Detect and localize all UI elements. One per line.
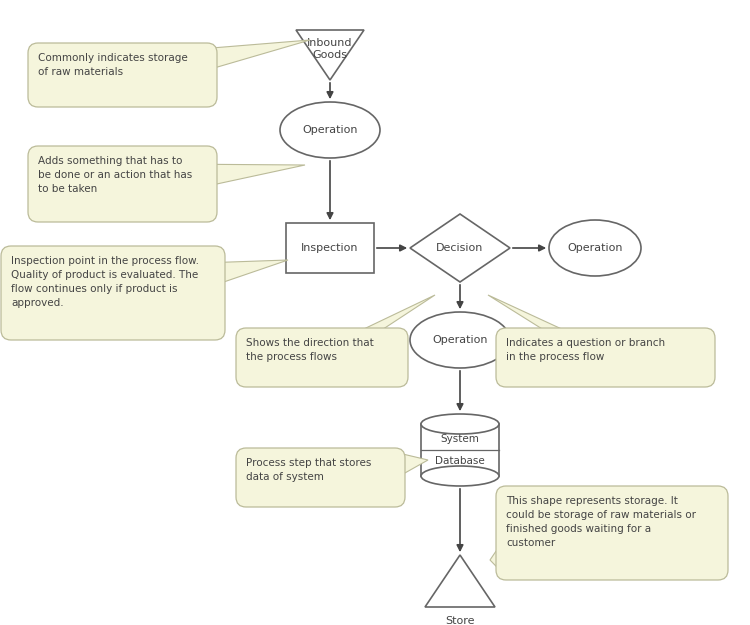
- Polygon shape: [488, 295, 564, 330]
- Text: Decision: Decision: [436, 243, 484, 253]
- Text: Inbound
Goods: Inbound Goods: [308, 38, 352, 60]
- Ellipse shape: [280, 102, 380, 158]
- Text: Inspection point in the process flow.
Quality of product is evaluated. The
flow : Inspection point in the process flow. Qu…: [11, 256, 199, 308]
- Polygon shape: [215, 164, 305, 184]
- Text: Operation: Operation: [567, 243, 622, 253]
- Text: This shape represents storage. It
could be storage of raw materials or
finished : This shape represents storage. It could …: [506, 496, 696, 548]
- Polygon shape: [362, 295, 435, 330]
- FancyBboxPatch shape: [496, 328, 715, 387]
- Polygon shape: [296, 30, 364, 80]
- Ellipse shape: [421, 414, 499, 434]
- Text: Database: Database: [435, 456, 484, 466]
- Text: Shows the direction that
the process flows: Shows the direction that the process flo…: [246, 338, 374, 362]
- FancyBboxPatch shape: [286, 223, 374, 273]
- FancyBboxPatch shape: [236, 448, 405, 507]
- FancyBboxPatch shape: [421, 424, 499, 476]
- Polygon shape: [223, 260, 288, 282]
- Text: Process step that stores
data of system: Process step that stores data of system: [246, 458, 371, 482]
- FancyBboxPatch shape: [28, 146, 217, 222]
- Polygon shape: [425, 555, 495, 607]
- Text: Operation: Operation: [302, 125, 358, 135]
- FancyBboxPatch shape: [496, 486, 728, 580]
- FancyBboxPatch shape: [1, 246, 225, 340]
- FancyBboxPatch shape: [28, 43, 217, 107]
- Ellipse shape: [410, 312, 510, 368]
- Ellipse shape: [421, 466, 499, 486]
- Ellipse shape: [549, 220, 641, 276]
- Polygon shape: [215, 40, 310, 68]
- Text: Indicates a question or branch
in the process flow: Indicates a question or branch in the pr…: [506, 338, 665, 362]
- Text: Operation: Operation: [432, 335, 488, 345]
- Text: Store: Store: [446, 616, 475, 625]
- FancyBboxPatch shape: [236, 328, 408, 387]
- Text: Inspection: Inspection: [302, 243, 358, 253]
- Polygon shape: [490, 548, 498, 568]
- Polygon shape: [403, 454, 428, 474]
- Polygon shape: [410, 214, 510, 282]
- Text: System: System: [440, 434, 479, 444]
- Text: Commonly indicates storage
of raw materials: Commonly indicates storage of raw materi…: [38, 53, 188, 77]
- Text: Adds something that has to
be done or an action that has
to be taken: Adds something that has to be done or an…: [38, 156, 192, 194]
